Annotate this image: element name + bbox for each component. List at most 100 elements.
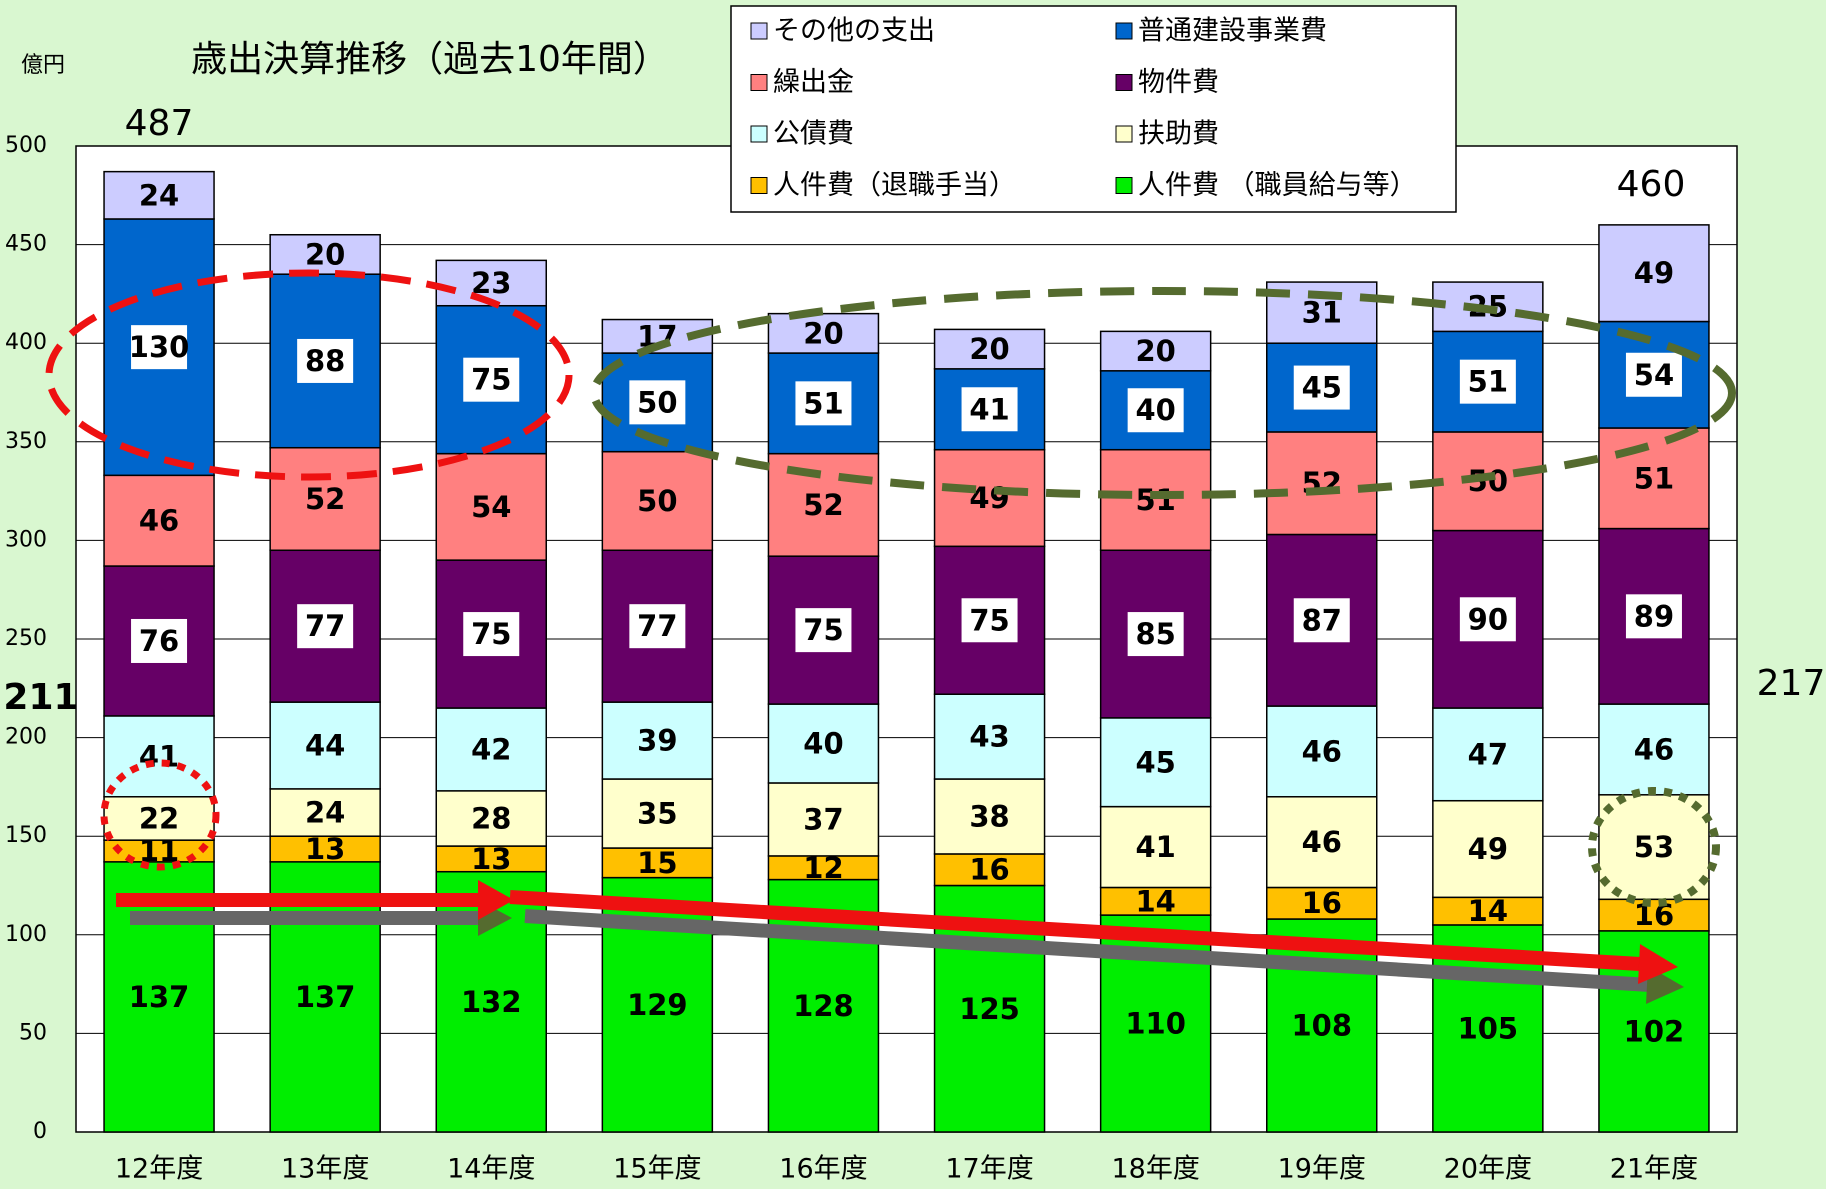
data-label: 50 — [637, 385, 677, 419]
bar-segment — [269, 233, 381, 275]
data-label: 46 — [139, 504, 179, 538]
x-tick-label: 19年度 — [1278, 1154, 1366, 1185]
bar-segment — [1099, 330, 1212, 372]
chart-title: 歳出決算推移（過去10年間） — [191, 39, 669, 80]
annotation: 217 — [1757, 663, 1826, 704]
data-label: 137 — [295, 980, 356, 1014]
data-label: 38 — [969, 799, 1009, 833]
label-box — [961, 387, 1018, 432]
label-box — [795, 608, 852, 653]
legend-label: 人件費（退職手当） — [773, 170, 1016, 201]
label-box — [1459, 597, 1516, 642]
data-label: 75 — [969, 603, 1009, 637]
bar-segment — [269, 446, 381, 552]
annotation: 211 — [3, 677, 78, 718]
bar-segment — [1099, 717, 1212, 808]
data-label: 14 — [1135, 884, 1175, 918]
legend-swatch — [1115, 74, 1133, 91]
data-label: 46 — [1302, 734, 1342, 768]
x-tick-label: 20年度 — [1444, 1154, 1532, 1185]
legend-swatch — [750, 22, 768, 40]
data-label: 42 — [471, 732, 511, 766]
legend-swatch — [1115, 125, 1133, 143]
data-label: 77 — [305, 609, 345, 643]
data-label: 44 — [305, 728, 345, 762]
data-label: 16 — [1302, 886, 1342, 920]
legend-swatch — [750, 177, 768, 194]
bar-segment — [1099, 805, 1212, 889]
label-box — [463, 357, 520, 402]
data-label: 40 — [803, 727, 843, 761]
data-label: 77 — [637, 609, 677, 643]
decorations — [45, 269, 1736, 1004]
data-label: 85 — [1135, 617, 1175, 651]
data-label: 132 — [461, 985, 522, 1019]
y-tick-label: 50 — [19, 1020, 47, 1045]
x-tick-label: 17年度 — [945, 1154, 1033, 1185]
bar-segment — [1598, 427, 1710, 530]
y-tick-label: 350 — [5, 429, 47, 454]
data-label: 54 — [471, 490, 511, 524]
data-label: 41 — [139, 739, 179, 773]
label-box — [297, 338, 354, 383]
data-label: 52 — [803, 488, 843, 522]
bar-segment — [435, 452, 547, 561]
label-box — [629, 604, 686, 649]
data-label: 41 — [969, 392, 1009, 426]
data-label: 31 — [1302, 296, 1342, 330]
bar-segment — [1432, 896, 1544, 926]
data-label: 15 — [637, 846, 677, 880]
label-box — [1293, 365, 1350, 410]
y-tick-label: 100 — [5, 922, 47, 947]
data-label: 43 — [969, 720, 1009, 754]
label-box — [1625, 352, 1682, 397]
data-label: 22 — [139, 801, 179, 835]
label-box — [1127, 612, 1184, 657]
x-tick-label: 16年度 — [779, 1154, 867, 1185]
bar-segment — [103, 796, 215, 841]
legend-label: 普通建設事業費 — [1138, 16, 1327, 47]
y-tick-label: 0 — [33, 1119, 47, 1144]
data-label: 24 — [305, 796, 345, 830]
bar-segment — [1099, 886, 1212, 916]
label-box — [297, 604, 354, 649]
data-label: 75 — [471, 617, 511, 651]
bar-segment — [435, 707, 547, 792]
data-label: 20 — [969, 332, 1009, 366]
data-label: 52 — [305, 482, 345, 516]
label-box — [1625, 594, 1682, 639]
bar-segment — [601, 450, 714, 552]
data-label: 110 — [1125, 1007, 1186, 1041]
data-label: 51 — [1634, 461, 1674, 495]
legend-swatch — [1115, 22, 1133, 40]
legend-label: 人件費 （職員給与等） — [1138, 170, 1417, 201]
data-label: 87 — [1302, 603, 1342, 637]
bar-segment — [767, 312, 880, 354]
data-label: 13 — [471, 842, 511, 876]
data-label: 49 — [1634, 256, 1674, 290]
highlight-ellipse — [45, 269, 573, 481]
label-box — [1459, 359, 1516, 404]
label-box — [961, 598, 1018, 643]
data-label: 51 — [803, 386, 843, 420]
data-label: 49 — [1468, 832, 1508, 866]
data-label: 50 — [637, 484, 677, 518]
data-label: 89 — [1634, 599, 1674, 633]
label-box — [1293, 598, 1350, 643]
data-label: 128 — [793, 989, 854, 1023]
data-label: 51 — [1468, 365, 1508, 399]
data-label: 20 — [803, 316, 843, 350]
label-box — [795, 381, 852, 426]
trend-arrow — [509, 890, 1641, 971]
data-label: 102 — [1624, 1014, 1685, 1048]
data-label: 76 — [139, 624, 179, 658]
bar-segment — [933, 853, 1046, 887]
label-box — [463, 612, 520, 657]
bar-segment — [933, 778, 1046, 855]
data-label: 54 — [1634, 358, 1674, 392]
y-tick-label: 200 — [5, 725, 47, 750]
data-label: 13 — [305, 832, 345, 866]
data-label: 137 — [129, 980, 190, 1014]
x-tick-label: 13年度 — [281, 1154, 369, 1185]
